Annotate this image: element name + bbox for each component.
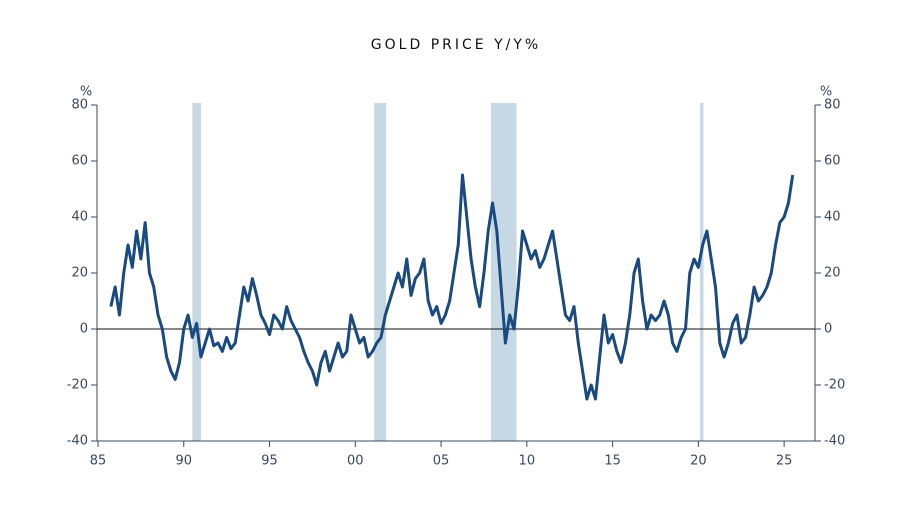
shaded-period [374, 103, 387, 441]
y-tick-label: 40 [71, 210, 88, 225]
x-tick-label: 10 [519, 454, 536, 469]
y2-tick-label: 80 [824, 98, 841, 113]
y-tick-label: 0 [80, 322, 88, 337]
x-tick-label: 85 [90, 454, 107, 469]
chart-title: GOLD PRICE Y/Y% [371, 37, 541, 53]
x-tick-label: 90 [175, 454, 192, 469]
shaded-period [490, 103, 517, 441]
y-tick-label: 20 [71, 266, 88, 281]
x-tick-label: 00 [347, 454, 364, 469]
shaded-period [192, 103, 201, 441]
y-tick-label: -40 [67, 434, 88, 449]
y2-tick-label: 0 [824, 322, 832, 337]
y-tick-label: 60 [71, 154, 88, 169]
x-tick-label: 05 [433, 454, 450, 469]
x-tick-label: 20 [690, 454, 707, 469]
y2-tick-label: 60 [824, 154, 841, 169]
x-tick-label: 95 [261, 454, 278, 469]
x-tick-label: 25 [776, 454, 793, 469]
shaded-period [700, 103, 704, 441]
x-tick-label: 15 [604, 454, 621, 469]
y2-tick-label: 20 [824, 266, 841, 281]
y2-tick-label: 40 [824, 210, 841, 225]
y2-axis-label: % [820, 85, 832, 100]
y2-tick-label: -20 [824, 378, 845, 393]
data-line [109, 173, 795, 401]
y-axis-label: % [80, 85, 92, 100]
y2-tick-label: -40 [824, 434, 845, 449]
y-tick-label: -20 [67, 378, 88, 393]
y-tick-label: 80 [71, 98, 88, 113]
